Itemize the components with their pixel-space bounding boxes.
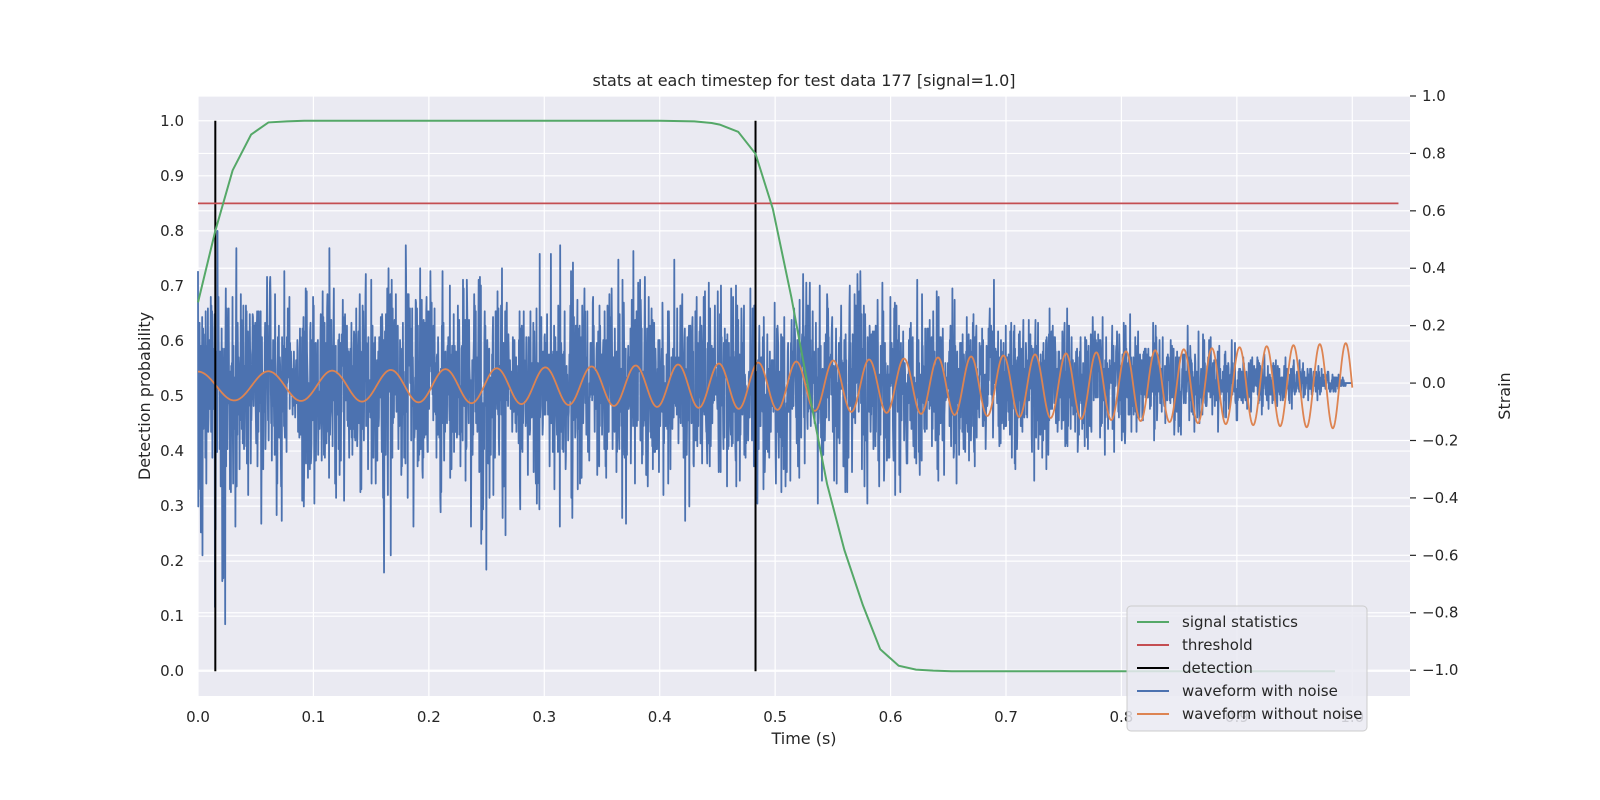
y-tick-label: 0.7 [160,277,184,295]
y2-tick-label: 0.0 [1422,374,1446,392]
x-tick-label: 0.0 [186,708,210,726]
y2-tick-label: 1.0 [1422,87,1446,105]
x-tick-label: 0.4 [648,708,672,726]
x-axis-label: Time (s) [770,729,836,748]
y-tick-label: 0.8 [160,222,184,240]
y2-tick-label: 0.2 [1422,317,1446,335]
legend-box [1126,605,1368,732]
x-tick-label: 0.6 [879,708,903,726]
y-tick-label: 0.0 [160,662,184,680]
y2-tick-label: 0.8 [1422,144,1446,162]
y-axis-label: Detection probability [135,312,154,480]
legend-label: waveform without noise [1182,705,1362,723]
y-tick-label: 0.9 [160,167,184,185]
legend-label: detection [1182,659,1253,677]
y2-tick-label: −0.2 [1422,431,1458,449]
legend-label: signal statistics [1182,613,1298,631]
y2-tick-label: −0.6 [1422,546,1458,564]
y2-tick-label: −0.4 [1422,489,1458,507]
series-line-signal-statistics [197,119,1335,673]
y-tick-label: 0.1 [160,607,184,625]
y-tick-label: 0.2 [160,552,184,570]
series-line-waveform-with-noise [197,230,1353,626]
y2-tick-label: −0.8 [1422,604,1458,622]
y-tick-label: 1.0 [160,112,184,130]
x-tick-label: 0.1 [301,708,325,726]
y2-tick-label: −1.0 [1422,661,1458,679]
y2-axis-label: Strain [1495,372,1514,419]
legend: signal statistics threshold detection wavef… [1126,605,1368,732]
legend-label: threshold [1182,636,1253,654]
series-layer [197,119,1399,673]
y-tick-label: 0.3 [160,497,184,515]
y-tick-label: 0.6 [160,332,184,350]
y2-tick-label: 0.4 [1422,259,1446,277]
y2-tick-label: 0.6 [1422,202,1446,220]
legend-label: waveform with noise [1182,682,1338,700]
x-tick-label: 0.5 [763,708,787,726]
x-tick-label: 0.2 [417,708,441,726]
y-tick-label: 0.4 [160,442,184,460]
x-tick-label: 0.3 [532,708,556,726]
y-tick-label: 0.5 [160,387,184,405]
x-tick-label: 0.7 [994,708,1018,726]
series-line-waveform-without-noise [197,342,1354,430]
chart-title: stats at each timestep for test data 177… [592,71,1015,90]
